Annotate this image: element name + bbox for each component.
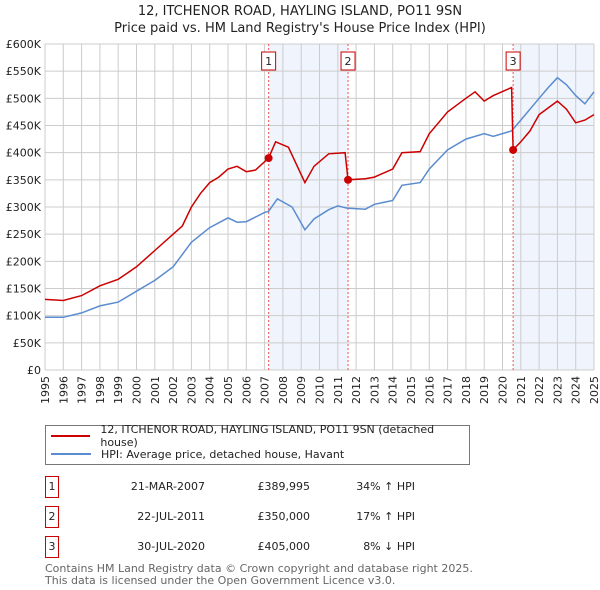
x-tick-label: 2006	[240, 376, 253, 404]
x-tick-label: 2011	[332, 376, 345, 404]
x-tick-label: 1996	[57, 376, 70, 404]
y-tick-label: £150K	[6, 283, 42, 296]
transaction-price: £350,000	[257, 510, 311, 523]
x-tick-label: 2000	[131, 376, 144, 404]
y-tick-label: £600K	[6, 38, 42, 51]
x-tick-label: 2017	[442, 376, 455, 404]
x-tick-label: 2025	[588, 376, 600, 404]
legend-label-property: 12, ITCHENOR ROAD, HAYLING ISLAND, PO11 …	[100, 423, 435, 449]
footer-copyright: Contains HM Land Registry data © Crown c…	[45, 562, 473, 575]
transaction-hpi: 8% ↓ HPI	[363, 540, 415, 553]
x-tick-label: 2013	[368, 376, 381, 404]
y-tick-label: £250K	[6, 228, 42, 241]
x-tick-label: 2019	[478, 376, 491, 404]
x-tick-label: 2004	[204, 376, 217, 404]
price-chart: 1995 1996 1997 1998 1999 2000 2001 2002 2003 2004…	[6, 38, 600, 404]
transaction-number: 1	[45, 476, 59, 498]
x-tick-label: 2001	[149, 376, 162, 404]
legend-item-hpi: HPI: Average price, detached house, Hava…	[46, 446, 344, 462]
y-tick-label: £100K	[6, 310, 42, 323]
sale-point	[509, 145, 518, 154]
chart-subtitle: Price paid vs. HM Land Registry's House …	[114, 21, 486, 36]
x-tick-label: 2023	[551, 376, 564, 404]
y-tick-label: £550K	[6, 65, 42, 78]
x-tick-label: 2021	[515, 376, 528, 404]
footer-licence: This data is licensed under the Open Gov…	[45, 574, 396, 587]
y-tick-label: £300K	[6, 201, 42, 214]
transaction-number: 2	[45, 506, 59, 528]
x-tick-label: 2014	[387, 376, 400, 404]
x-tick-label: 2024	[570, 376, 583, 404]
x-tick-label: 1995	[39, 376, 52, 404]
x-tick-label: 2020	[497, 376, 510, 404]
sale-label-box	[505, 51, 521, 71]
sale-label: 1	[265, 55, 272, 68]
x-tick-label: 1997	[76, 376, 89, 404]
sale-point	[344, 175, 353, 184]
x-tick-label: 2003	[185, 376, 198, 404]
x-tick-label: 2022	[533, 376, 546, 404]
x-tick-label: 2016	[423, 376, 436, 404]
transaction-hpi: 34% ↑ HPI	[356, 480, 415, 493]
y-tick-label: £350K	[6, 174, 42, 187]
series-line	[45, 76, 595, 319]
y-tick-label: £450K	[6, 120, 42, 133]
sale-label: 2	[345, 55, 352, 68]
x-tick-label: 2007	[259, 376, 272, 404]
transaction-date: 21-MAR-2007	[130, 480, 205, 493]
sale-label-box	[261, 51, 277, 71]
y-tick-label: £500K	[6, 92, 42, 105]
sale-point	[264, 154, 273, 163]
x-tick-label: 2008	[277, 376, 290, 404]
legend-label-hpi: HPI: Average price, detached house, Hava…	[101, 447, 345, 461]
chart-title: 12, ITCHENOR ROAD, HAYLING ISLAND, PO11 …	[137, 4, 463, 19]
transaction-date: 22-JUL-2011	[137, 510, 205, 523]
x-tick-label: 2010	[314, 376, 327, 404]
transaction-date: 30-JUL-2020	[137, 540, 205, 553]
legend-item-property: 12, ITCHENOR ROAD, HAYLING ISLAND, PO11 …	[46, 423, 469, 449]
x-tick-label: 2009	[295, 376, 308, 404]
legend-swatch-property	[51, 435, 91, 437]
x-tick-label: 2018	[460, 376, 473, 404]
transaction-hpi: 17% ↑ HPI	[356, 510, 415, 523]
transaction-price: £405,000	[257, 540, 311, 553]
x-tick-label: 2015	[405, 376, 418, 404]
sale-label: 3	[510, 55, 517, 68]
y-tick-label: £400K	[6, 147, 42, 160]
legend: 12, ITCHENOR ROAD, HAYLING ISLAND, PO11 …	[45, 423, 470, 465]
x-tick-label: 2012	[350, 376, 363, 404]
x-tick-label: 1999	[112, 376, 125, 404]
y-tick-label: £50K	[13, 337, 42, 350]
sale-label-box	[340, 51, 356, 71]
transaction-number: 3	[45, 536, 59, 558]
x-tick-label: 1998	[94, 376, 107, 404]
y-tick-label: £0	[27, 364, 41, 377]
footer: Contains HM Land Registry data © Crown c…	[45, 563, 473, 587]
legend-swatch-hpi	[51, 453, 91, 455]
x-tick-label: 2005	[222, 376, 235, 404]
y-tick-label: £200K	[6, 255, 42, 268]
transaction-price: £389,995	[257, 480, 311, 493]
x-tick-label: 2002	[167, 376, 180, 404]
series-line	[44, 86, 595, 302]
